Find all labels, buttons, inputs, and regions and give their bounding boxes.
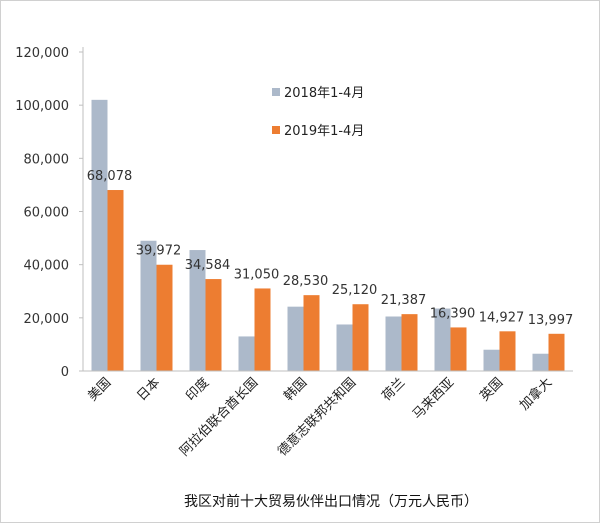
bar-2018	[287, 306, 304, 371]
category-label: 英国	[477, 375, 506, 404]
y-tick-label: 60,000	[24, 206, 70, 221]
bar-2019	[548, 333, 565, 371]
bar-2018	[140, 240, 157, 371]
y-axis: 0 20,000 40,000 60,000 80,000 100,000 120,000	[15, 46, 84, 380]
category-label: 加拿大	[516, 375, 555, 414]
category-label: 韩国	[281, 375, 310, 404]
bar-2019	[303, 295, 320, 371]
data-label: 34,584	[185, 258, 231, 273]
data-label: 28,530	[283, 274, 329, 289]
data-label: 21,387	[381, 293, 427, 308]
data-label: 68,078	[87, 169, 133, 184]
y-tick-label: 20,000	[24, 312, 70, 327]
bar-2019	[156, 264, 173, 371]
data-label: 13,997	[528, 313, 574, 328]
bar-2018	[532, 353, 549, 371]
legend: 2018年1-4月 2019年1-4月	[272, 86, 364, 139]
bar-2018	[189, 250, 206, 371]
legend-swatch	[272, 88, 280, 96]
legend-swatch	[272, 126, 280, 134]
data-label: 39,972	[136, 244, 182, 259]
data-label: 16,390	[430, 306, 476, 321]
data-label: 31,050	[234, 267, 280, 282]
category-label: 日本	[134, 375, 163, 404]
y-tick-label: 120,000	[15, 46, 69, 61]
bar-2018	[91, 99, 108, 371]
data-label: 25,120	[332, 283, 378, 298]
y-tick-label: 0	[61, 365, 69, 380]
bar-2019	[107, 190, 124, 371]
x-axis-title: 我区对前十大贸易伙伴出口情况（万元人民币）	[184, 493, 478, 510]
bar-2019	[254, 288, 271, 371]
bar-2019	[352, 304, 369, 371]
bars	[91, 99, 565, 371]
bar-2018	[385, 316, 402, 371]
y-tick-label: 100,000	[15, 99, 69, 114]
data-label: 14,927	[479, 310, 525, 325]
bar-2019	[499, 331, 516, 371]
legend-label: 2018年1-4月	[284, 86, 364, 101]
category-label: 美国	[85, 375, 114, 404]
category-label: 印度	[183, 375, 213, 405]
category-label: 荷兰	[379, 375, 408, 404]
category-label: 马来西亚	[410, 375, 457, 422]
bar-2019	[401, 314, 418, 371]
bar-2019	[450, 327, 467, 371]
bar-2018	[238, 336, 255, 371]
bar-2018	[434, 308, 451, 371]
bar-2018	[483, 349, 500, 371]
bar-2019	[205, 279, 222, 371]
y-tick-label: 40,000	[24, 259, 70, 274]
y-tick-label: 80,000	[24, 152, 70, 167]
bar-2018	[336, 324, 353, 371]
legend-label: 2019年1-4月	[284, 124, 364, 139]
